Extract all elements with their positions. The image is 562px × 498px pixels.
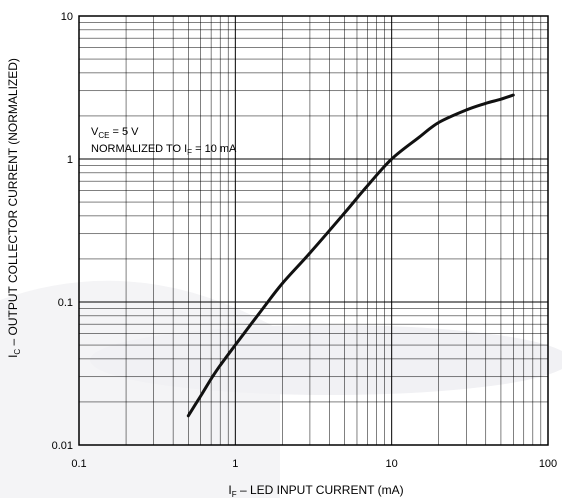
- x-tick-labels: 0.1 1 10 100: [71, 458, 557, 470]
- y-tick-label: 1: [67, 154, 73, 166]
- y-tick-label: 0.1: [58, 297, 73, 309]
- x-tick-label: 0.1: [71, 458, 86, 470]
- x-tick-label: 100: [539, 458, 557, 470]
- x-axis-label: IF – LED INPUT CURRENT (mA): [228, 483, 403, 498]
- annotation-vce: VCE = 5 V: [91, 126, 139, 140]
- series-line: [186, 93, 515, 418]
- watermark: [0, 280, 562, 498]
- plot-frame: [78, 15, 549, 446]
- annotation-normalized: NORMALIZED TO IF = 10 mA: [91, 143, 237, 157]
- y-axis-label: IC – OUTPUT COLLECTOR CURRENT (NORMALIZE…: [6, 58, 22, 358]
- y-tick-label: 10: [61, 11, 73, 23]
- x-tick-label: 10: [386, 458, 398, 470]
- x-tick-label: 1: [232, 458, 238, 470]
- y-tick-label: 0.01: [52, 440, 73, 452]
- y-tick-labels: 0.01 0.1 1 10: [52, 11, 73, 452]
